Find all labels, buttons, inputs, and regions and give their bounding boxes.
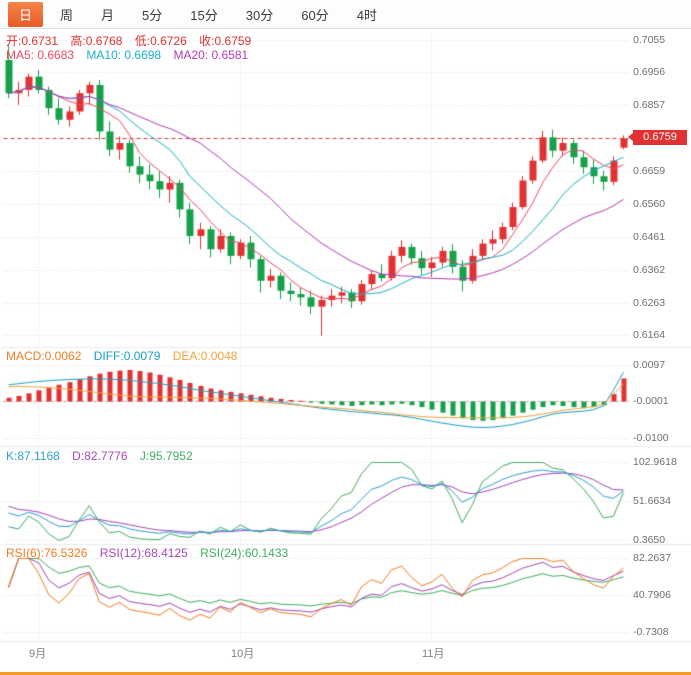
k-value: K:87.1168 bbox=[6, 449, 60, 463]
price-axis-label: 0.6560 bbox=[633, 198, 666, 210]
month-axis-label: 10月 bbox=[231, 648, 255, 660]
j-value: J:95.7952 bbox=[139, 449, 193, 463]
price-axis-label: 0.6659 bbox=[633, 165, 666, 177]
rsi24-value: RSI(24):60.1433 bbox=[200, 546, 289, 560]
close-value: 收:0.6759 bbox=[199, 34, 252, 48]
dea-value: DEA:0.0048 bbox=[172, 349, 238, 363]
rsi-axis-label: 40.7906 bbox=[633, 589, 671, 601]
kdj-header: K:87.1168 D:82.7776 J:95.7952 bbox=[6, 449, 202, 463]
tab-5min[interactable]: 5分 bbox=[142, 7, 163, 23]
ma-header: MA5: 0.6683 MA10: 0.6698 MA20: 0.6581 bbox=[6, 48, 257, 62]
open-value: 开:0.6731 bbox=[6, 34, 59, 48]
tab-4hour[interactable]: 4时 bbox=[356, 7, 377, 23]
price-axis-label: 0.6857 bbox=[633, 99, 666, 111]
tab-day[interactable]: 日 bbox=[8, 1, 44, 27]
rsi6-value: RSI(6):76.5326 bbox=[6, 546, 88, 560]
price-axis-label: 0.6956 bbox=[633, 66, 666, 78]
rsi12-value: RSI(12):68.4125 bbox=[99, 546, 188, 560]
low-value: 低:0.6726 bbox=[134, 34, 187, 48]
tab-30min[interactable]: 30分 bbox=[245, 7, 274, 23]
macd-axis-label: -0.0001 bbox=[633, 395, 669, 407]
price-axis-label: 0.6263 bbox=[633, 297, 666, 309]
macd-axis-label: -0.0100 bbox=[633, 432, 669, 444]
price-axis-label: 0.7055 bbox=[633, 34, 666, 46]
d-value: D:82.7776 bbox=[72, 449, 128, 463]
kdj-axis-label: 51.6634 bbox=[633, 495, 671, 507]
kdj-axis-label: 0.3650 bbox=[633, 534, 666, 546]
price-axis-label: 0.6164 bbox=[633, 329, 666, 341]
kdj-axis-label: 102.9618 bbox=[633, 456, 677, 468]
tab-15min[interactable]: 15分 bbox=[190, 7, 218, 23]
month-axis-label: 9月 bbox=[29, 648, 47, 660]
macd-header: MACD:0.0062 DIFF:0.0079 DEA:0.0048 bbox=[6, 349, 246, 363]
price-axis-label: 0.6461 bbox=[633, 231, 666, 243]
rsi-header: RSI(6):76.5326 RSI(12):68.4125 RSI(24):6… bbox=[6, 546, 297, 560]
macd-value: MACD:0.0062 bbox=[6, 349, 82, 363]
rsi-axis-label: 82.2637 bbox=[633, 552, 671, 564]
tab-60min[interactable]: 60分 bbox=[301, 7, 329, 23]
tab-week[interactable]: 周 bbox=[60, 7, 74, 23]
ma5-value: MA5: 0.6683 bbox=[6, 48, 75, 62]
current-price-tag: 0.6759 bbox=[628, 130, 687, 145]
tab-month[interactable]: 月 bbox=[101, 7, 115, 23]
bottom-accent-bar bbox=[0, 672, 691, 675]
period-toolbar: 日 周 月 5分 15分 30分 60分 4时 bbox=[0, 0, 691, 29]
high-value: 高:0.6768 bbox=[70, 34, 123, 48]
price-axis-label: 0.6362 bbox=[633, 264, 666, 276]
diff-value: DIFF:0.0079 bbox=[93, 349, 161, 363]
ma10-value: MA10: 0.6698 bbox=[86, 48, 162, 62]
ohlc-header: 开:0.6731 高:0.6768 低:0.6726 收:0.6759 bbox=[6, 32, 260, 49]
month-axis-label: 11月 bbox=[422, 648, 445, 660]
rsi-axis-label: -0.7308 bbox=[633, 626, 669, 638]
ma20-value: MA20: 0.6581 bbox=[173, 48, 249, 62]
macd-axis-label: 0.0097 bbox=[633, 359, 666, 371]
